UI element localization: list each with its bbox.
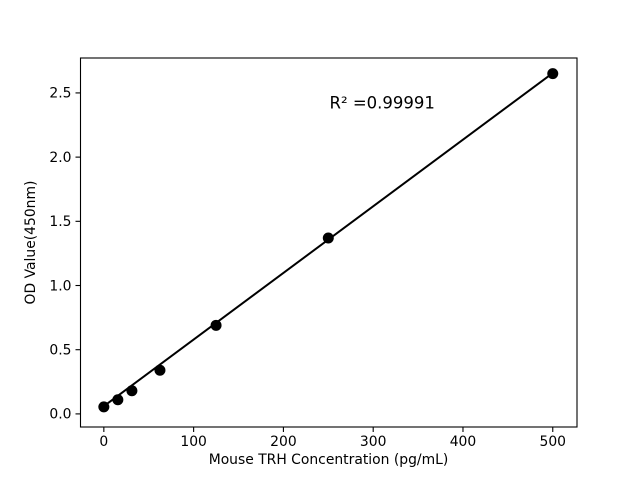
y-tick-label: 0.0 [49,407,71,423]
x-tick-label: 500 [540,434,567,450]
data-point [126,385,138,397]
r-squared-annotation: R² =0.99991 [330,94,435,113]
x-tick-label: 300 [360,434,387,450]
data-point [210,319,222,331]
y-axis-label: OD Value(450nm) [23,181,39,305]
x-tick-label: 200 [270,434,297,450]
y-tick-label: 1.0 [49,278,71,294]
x-tick-label: 0 [99,434,108,450]
plot-frame [79,57,578,428]
x-tick-label: 100 [180,434,207,450]
y-tick-label: 1.5 [49,214,71,230]
y-tick-label: 2.0 [49,150,71,166]
x-tick-label: 400 [450,434,477,450]
data-point [322,232,334,244]
data-point [98,401,110,413]
y-tick-label: 0.5 [49,343,71,359]
y-tick-label: 2.5 [49,86,71,102]
data-point [547,68,559,80]
data-point [154,364,166,376]
data-point [112,394,124,406]
x-axis-label: Mouse TRH Concentration (pg/mL) [209,452,449,468]
plot-area: 0 100 200 300 400 500 0.0 0.5 1.0 1.5 2.0 2.5 [49,57,578,450]
